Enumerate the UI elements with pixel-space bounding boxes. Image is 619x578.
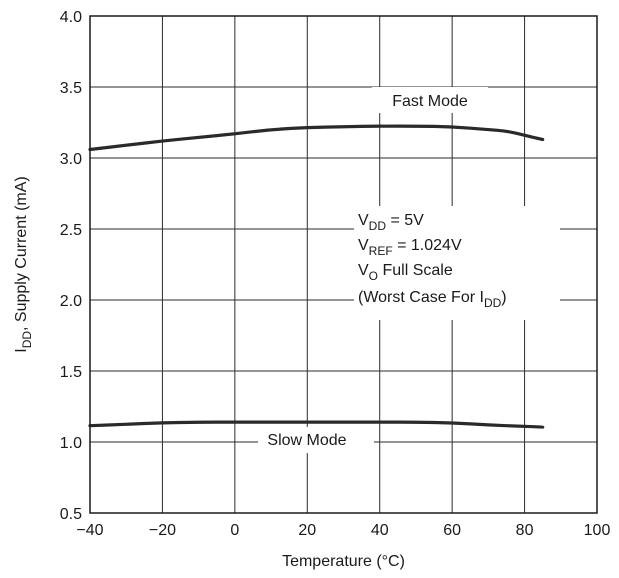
slow-mode-series-line: [88, 420, 545, 429]
condition-rest: = 5V: [386, 212, 424, 229]
condition-line: VDD = 5V: [358, 212, 424, 233]
condition-rest: ): [501, 289, 506, 306]
y-axis-label-sub: DD: [20, 331, 34, 349]
x-tick-label: −40: [76, 522, 103, 539]
slow-mode-label: Slow Mode: [267, 432, 346, 449]
conditions-bg: [354, 206, 560, 320]
condition-subscript: DD: [369, 219, 387, 233]
fast-mode-series-line: [88, 124, 545, 152]
condition-main: (Worst Case For I: [358, 289, 484, 306]
y-tick-label: 4.0: [60, 9, 82, 26]
y-tick-label: 2.0: [60, 293, 82, 310]
x-tick-label: 60: [443, 522, 461, 539]
condition-subscript: REF: [369, 244, 393, 258]
slow-mode-label-bg: [258, 427, 374, 453]
x-axis-label: Temperature (°C): [282, 553, 405, 570]
y-axis-label: IDD, Supply Current (mA): [13, 176, 34, 353]
x-tick-label: −20: [149, 522, 176, 539]
y-tick-label: 3.0: [60, 151, 82, 168]
condition-rest: Full Scale: [378, 262, 453, 279]
x-tick-label: 40: [371, 522, 389, 539]
series-layer: [88, 124, 545, 429]
condition-line: (Worst Case For IDD): [358, 289, 507, 310]
tick-label-layer: −40 −20 0 20 40 60 80 100 0.5 1.0 1.5 2.0 2.5 3.0 3.5 4…: [60, 9, 611, 539]
y-axis-label-rest: , Supply Current (mA): [13, 176, 30, 331]
x-tick-label: 20: [298, 522, 316, 539]
y-axis-label-main: I: [13, 348, 30, 352]
plot-frame: [89, 15, 598, 514]
x-tick-label: 80: [516, 522, 534, 539]
condition-subscript: DD: [484, 296, 502, 310]
fast-mode-label-bg: [372, 87, 488, 113]
fast-mode-label: Fast Mode: [392, 93, 468, 110]
y-tick-label: 1.0: [60, 435, 82, 452]
condition-main: V: [358, 262, 369, 279]
condition-line: VO Full Scale: [358, 262, 453, 283]
y-tick-label: 0.5: [60, 506, 82, 523]
condition-rest: = 1.024V: [393, 237, 462, 254]
condition-line: VREF = 1.024V: [358, 237, 462, 258]
condition-subscript: O: [369, 269, 378, 283]
condition-main: V: [358, 212, 369, 229]
x-tick-label: 100: [584, 522, 611, 539]
y-tick-label: 2.5: [60, 222, 82, 239]
y-tick-label: 3.5: [60, 80, 82, 97]
y-tick-label: 1.5: [60, 364, 82, 381]
condition-main: V: [358, 237, 369, 254]
x-tick-label: 0: [230, 522, 239, 539]
